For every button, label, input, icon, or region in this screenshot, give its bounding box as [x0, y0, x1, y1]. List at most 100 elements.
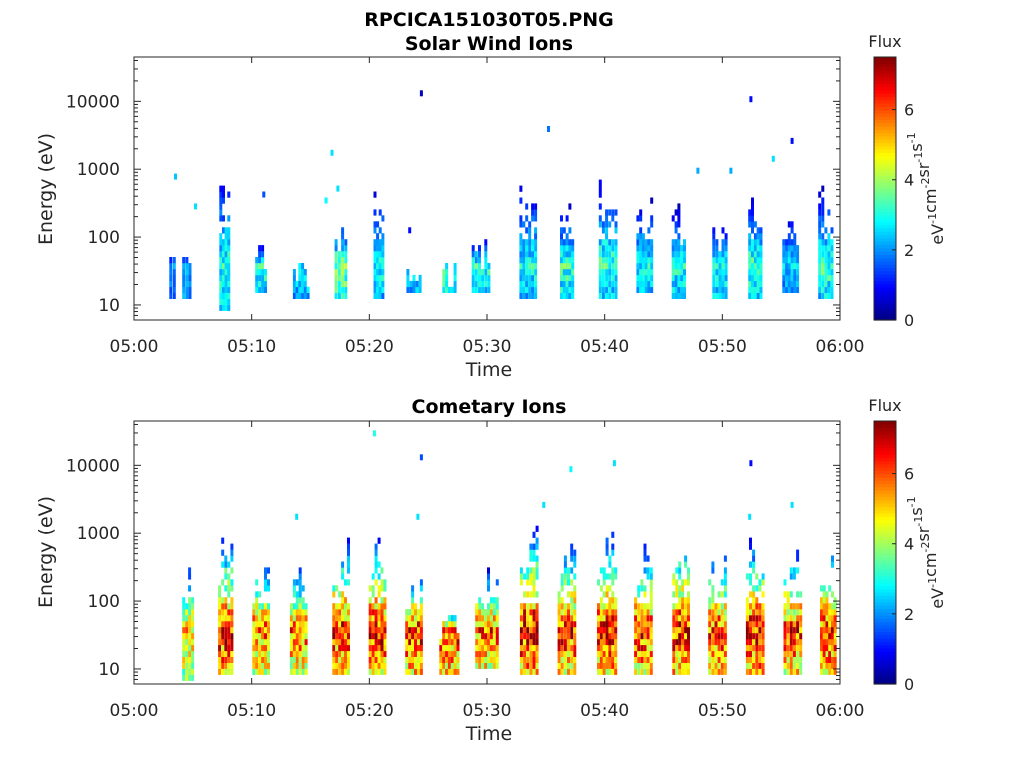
flux-cell [525, 251, 529, 258]
flux-cell [787, 245, 791, 252]
flux-cell [611, 209, 615, 216]
flux-cell [672, 633, 676, 640]
flux-cell [341, 621, 345, 628]
flux-cell [636, 251, 640, 258]
flux-cell [411, 668, 415, 675]
flux-cell [182, 621, 186, 628]
flux-cell [827, 269, 831, 276]
flux-cell [261, 251, 265, 258]
flux-cell [755, 609, 759, 616]
flux-cell [221, 603, 225, 610]
flux-cell [519, 567, 523, 574]
colorbar-segment [874, 178, 896, 183]
flux-burst [519, 185, 538, 299]
flux-burst [636, 197, 654, 293]
flux-cell [647, 269, 651, 276]
flux-cell [570, 633, 574, 640]
flux-cell [182, 633, 186, 640]
flux-cell [573, 549, 577, 556]
flux-cell [519, 286, 523, 293]
flux-cell [751, 227, 754, 234]
flux-cell [230, 627, 234, 634]
flux-cell [414, 633, 417, 640]
flux-cell [405, 621, 409, 628]
flux-cell [720, 609, 724, 616]
flux-cell [646, 627, 650, 634]
flux-cell [525, 286, 529, 293]
flux-cell [608, 561, 612, 568]
flux-cell [221, 662, 225, 669]
flux-cell [715, 251, 719, 258]
flux-cell [301, 615, 305, 622]
flux-burst [182, 257, 192, 299]
flux-cell [643, 603, 647, 610]
colorbar-segment [874, 522, 896, 527]
flux-cell [519, 627, 523, 634]
flux-cell [671, 263, 675, 270]
flux-cell [221, 609, 225, 616]
flux-cell [602, 573, 606, 580]
flux-cell [492, 656, 496, 663]
flux-cell [334, 251, 338, 258]
flux-cell [267, 615, 270, 622]
flux-cell [258, 245, 262, 252]
colorbar-segment [874, 63, 896, 68]
colorbar-tick-label: 4 [904, 535, 914, 554]
flux-cell [646, 668, 650, 675]
flux-cell [792, 603, 796, 610]
flux-cell [380, 567, 384, 574]
flux-cell [684, 633, 688, 640]
colorbar-segment [874, 273, 896, 278]
flux-cell [796, 274, 800, 282]
flux-cell [528, 274, 532, 282]
flux-cell [264, 627, 267, 634]
flux-cell [535, 591, 539, 598]
flux-cell [442, 286, 446, 293]
flux-cell [681, 615, 685, 622]
flux-cell [674, 251, 678, 258]
flux-cell [678, 633, 682, 640]
flux-cell [182, 674, 186, 681]
flux-cell [450, 286, 454, 293]
flux-cell [681, 591, 685, 598]
flux-cell [708, 662, 712, 669]
flux-cell [337, 274, 341, 282]
flux-cell [408, 656, 412, 663]
flux-cell [224, 227, 228, 234]
flux-cell [787, 280, 791, 288]
flux-cell [474, 274, 478, 282]
flux-cell [605, 650, 609, 657]
flux-cell [191, 603, 195, 610]
flux-cell [191, 668, 195, 675]
flux-cell [605, 638, 609, 646]
flux-cell [712, 245, 716, 252]
flux-cell [378, 292, 382, 299]
flux-cell [745, 603, 749, 610]
flux-cell [573, 597, 577, 604]
flux-cell [224, 304, 228, 311]
flux-cell [484, 627, 488, 634]
flux-cell [643, 644, 647, 652]
flux-cell [292, 638, 296, 646]
flux-cell [188, 674, 192, 681]
flux-cell [344, 627, 347, 634]
flux-cell [751, 197, 754, 204]
flux-cell [611, 257, 615, 264]
flux-cell [712, 292, 716, 299]
flux-cell [227, 656, 231, 663]
flux-cell [678, 627, 682, 634]
flux-cell [785, 274, 789, 282]
flux-cell [833, 615, 837, 622]
colorbar-segment [874, 598, 896, 603]
flux-cell [412, 286, 416, 293]
flux-cell [833, 662, 837, 669]
flux-cell [560, 609, 564, 616]
flux-cell [571, 245, 575, 252]
flux-cell [751, 203, 754, 210]
flux-cell [674, 263, 678, 270]
flux-cell [830, 245, 834, 252]
flux-cell [334, 269, 338, 276]
flux-cell [227, 263, 231, 270]
flux-cell [560, 627, 564, 634]
